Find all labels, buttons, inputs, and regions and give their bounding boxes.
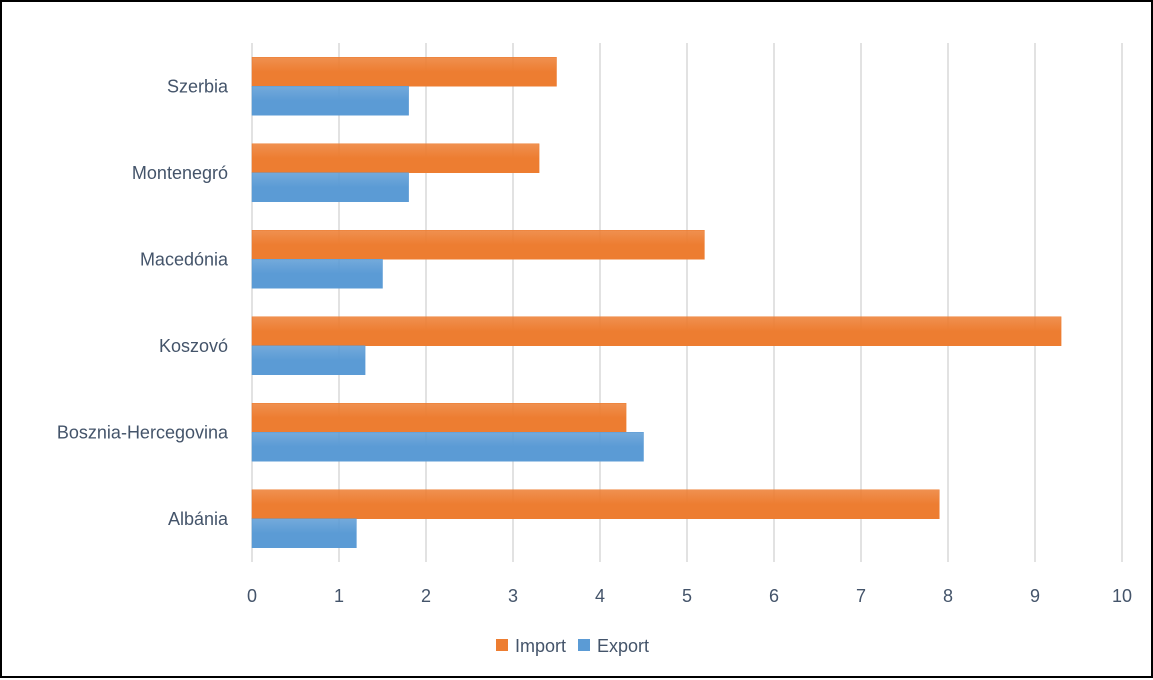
category-label: Bosznia-Hercegovina bbox=[57, 422, 229, 442]
bar-import bbox=[251, 316, 1062, 346]
x-tick-label: 4 bbox=[595, 586, 605, 606]
bar-export bbox=[251, 518, 357, 548]
legend-label-export: Export bbox=[597, 636, 649, 656]
category-label: Szerbia bbox=[167, 76, 229, 96]
bar-import bbox=[251, 403, 627, 433]
bar-export bbox=[251, 259, 383, 289]
x-tick-label: 6 bbox=[769, 586, 779, 606]
legend-swatch-import bbox=[496, 639, 508, 651]
bar-import bbox=[251, 230, 705, 260]
x-tick-label: 7 bbox=[856, 586, 866, 606]
bar-export bbox=[251, 172, 409, 202]
legend-label-import: Import bbox=[515, 636, 566, 656]
bar-export bbox=[251, 345, 366, 375]
x-tick-label: 9 bbox=[1030, 586, 1040, 606]
bar-export bbox=[251, 86, 409, 116]
x-tick-label: 8 bbox=[943, 586, 953, 606]
category-label: Montenegró bbox=[132, 163, 228, 183]
bar-import bbox=[251, 57, 557, 87]
bar-import bbox=[251, 489, 940, 519]
category-label: Koszovó bbox=[159, 336, 228, 356]
category-label: Albánia bbox=[168, 509, 229, 529]
x-tick-label: 3 bbox=[508, 586, 518, 606]
bar-export bbox=[251, 432, 644, 462]
legend-swatch-export bbox=[578, 639, 590, 651]
category-label: Macedónia bbox=[140, 249, 229, 269]
x-tick-label: 2 bbox=[421, 586, 431, 606]
x-tick-label: 5 bbox=[682, 586, 692, 606]
x-tick-label: 0 bbox=[247, 586, 257, 606]
x-tick-label: 1 bbox=[334, 586, 344, 606]
bar-import bbox=[251, 143, 540, 173]
x-tick-label: 10 bbox=[1112, 586, 1132, 606]
